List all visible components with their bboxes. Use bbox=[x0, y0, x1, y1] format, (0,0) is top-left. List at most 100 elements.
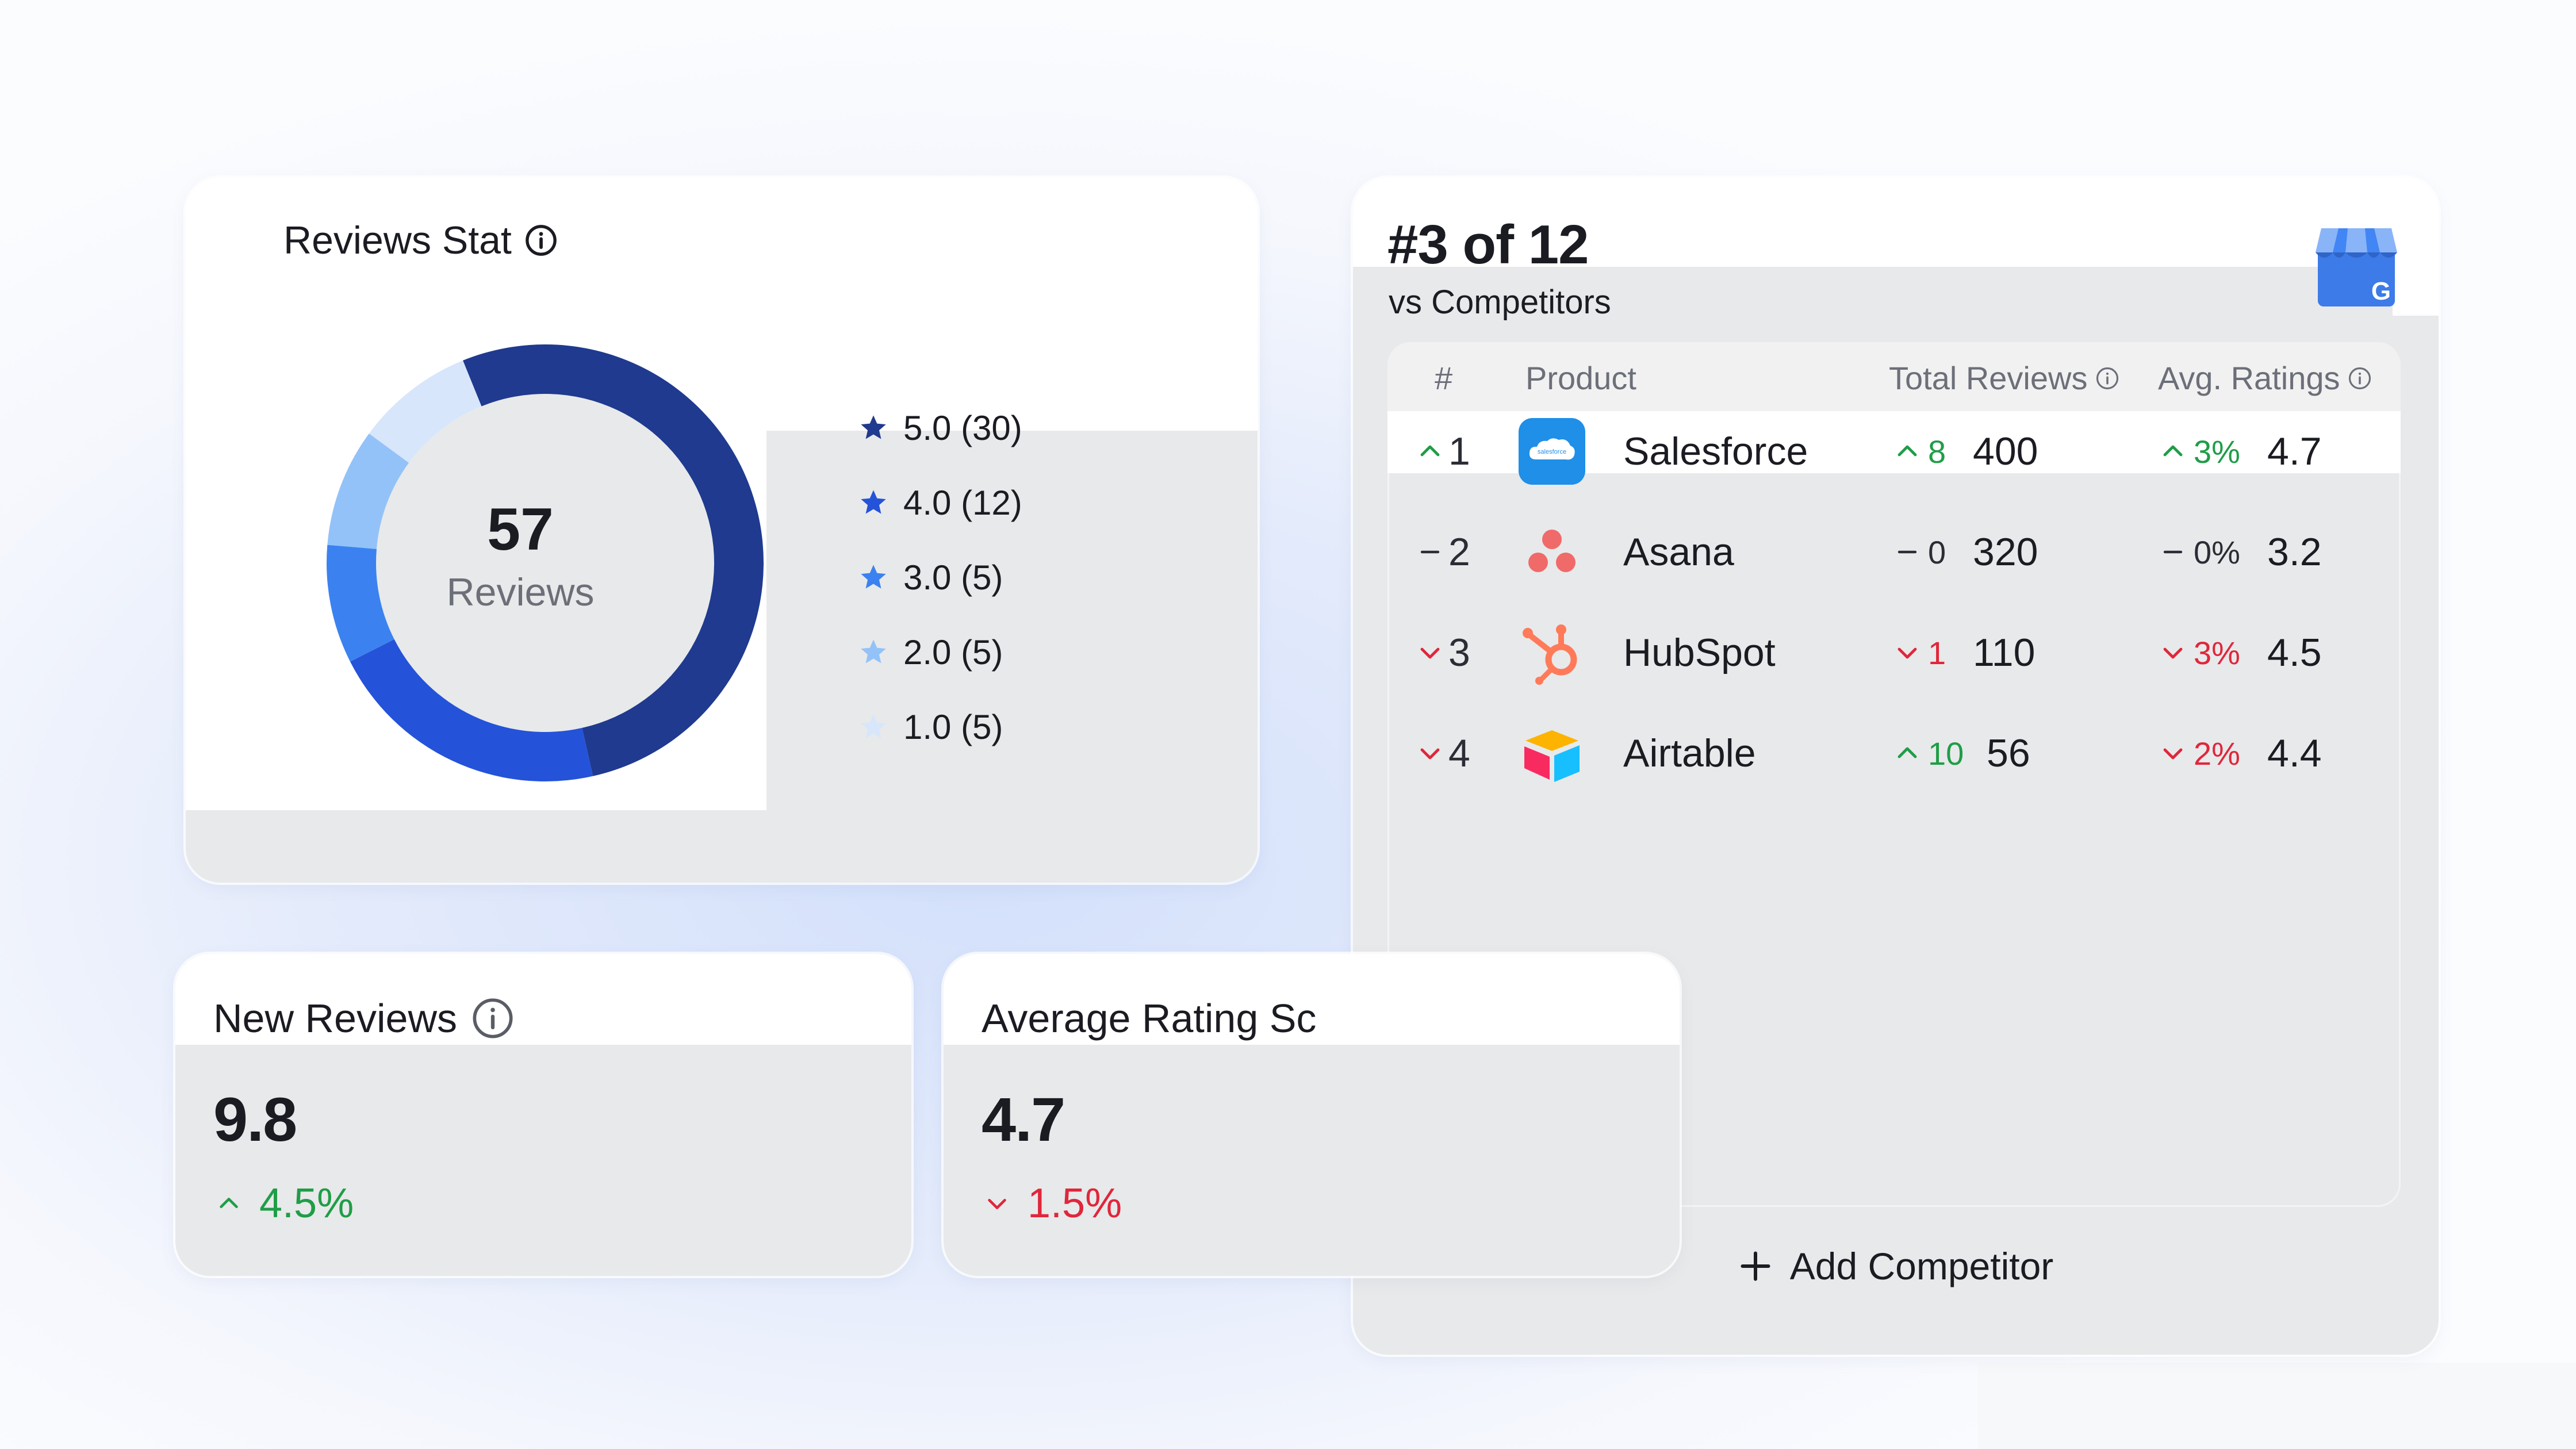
rating-change: 2% bbox=[2159, 719, 2240, 788]
rank-cell: 1 bbox=[1416, 417, 1470, 486]
chevron-down-icon bbox=[988, 1198, 1006, 1209]
chevron-down-icon bbox=[2163, 647, 2183, 659]
reviews-change: 10 bbox=[1893, 719, 1964, 788]
legend-item: 3.0 (5) bbox=[858, 540, 1022, 615]
donut-hole bbox=[376, 394, 714, 732]
add-competitor-label: Add Competitor bbox=[1789, 1245, 2054, 1287]
table-row[interactable]: 2 Asana 0 320 0% 3.2 bbox=[1387, 518, 2401, 586]
legend-label: 5.0 (30) bbox=[903, 408, 1022, 447]
new-reviews-value: 9.8 bbox=[213, 1084, 297, 1154]
col-index: # bbox=[1435, 360, 1453, 396]
chevron-up-icon bbox=[2163, 445, 2183, 457]
table-row[interactable]: 1 salesforce Salesforce 8 400 3% 4.7 bbox=[1387, 417, 2401, 486]
legend-label: 1.0 (5) bbox=[903, 707, 1003, 746]
dash-icon bbox=[1420, 550, 1440, 554]
total-reviews-value: 110 bbox=[1973, 631, 2035, 674]
rating-change: 3% bbox=[2159, 618, 2240, 687]
avg-rating-value: 3.2 bbox=[2267, 530, 2322, 574]
average-rating-change: 1.5% bbox=[984, 1180, 1122, 1227]
rank-cell: 3 bbox=[1416, 618, 1470, 687]
card-header-bg bbox=[175, 954, 911, 1045]
rank-subtitle: vs Competitors bbox=[1389, 283, 1611, 321]
col-avg-ratings-label: Avg. Ratings bbox=[2158, 360, 2340, 396]
card-header-bg-right bbox=[2393, 178, 2439, 316]
rating-change-value: 3% bbox=[2194, 433, 2240, 470]
reviews-change: 8 bbox=[1893, 417, 1946, 486]
col-total-reviews[interactable]: Total Reviews bbox=[1889, 359, 2119, 397]
salesforce-icon: salesforce bbox=[1519, 418, 1585, 485]
legend-label: 2.0 (5) bbox=[903, 632, 1003, 672]
chevron-down-icon bbox=[2163, 748, 2183, 760]
new-reviews-change: 4.5% bbox=[216, 1180, 354, 1227]
add-competitor-button[interactable]: Add Competitor bbox=[1353, 1244, 2439, 1288]
total-reviews-count: 57 bbox=[487, 496, 554, 563]
chevron-down-icon bbox=[1420, 647, 1440, 659]
airtable-icon bbox=[1524, 730, 1580, 782]
rating-change-value: 0% bbox=[2194, 534, 2240, 570]
info-icon[interactable] bbox=[524, 224, 558, 257]
new-reviews-title: New Reviews bbox=[213, 995, 515, 1041]
product-logo bbox=[1519, 719, 1585, 788]
rank-value: 3 bbox=[1448, 631, 1470, 674]
average-rating-change-value: 1.5% bbox=[1028, 1180, 1122, 1226]
total-reviews-label: Reviews bbox=[446, 570, 595, 614]
table-row[interactable]: 3 HubSpot 1 110 3% 4.5 bbox=[1387, 618, 2401, 687]
rating-change-value: 2% bbox=[2194, 735, 2240, 772]
col-avg-ratings[interactable]: Avg. Ratings bbox=[2158, 359, 2372, 397]
product-name[interactable]: Salesforce bbox=[1623, 430, 1808, 473]
reviews-change: 0 bbox=[1893, 518, 1946, 586]
rank-cell: 2 bbox=[1416, 518, 1470, 586]
rating-change: 3% bbox=[2159, 417, 2240, 486]
product-name[interactable]: Airtable bbox=[1623, 731, 1756, 775]
svg-text:G: G bbox=[2371, 277, 2391, 305]
rank-value: 2 bbox=[1448, 530, 1470, 574]
card-header-bg bbox=[1353, 178, 2439, 267]
plus-icon bbox=[1741, 1251, 1770, 1281]
info-icon[interactable] bbox=[2348, 366, 2372, 390]
total-reviews-value: 320 bbox=[1973, 530, 2038, 574]
product-name[interactable]: Asana bbox=[1623, 530, 1734, 574]
reviews-change-value: 1 bbox=[1928, 634, 1946, 671]
info-icon[interactable] bbox=[2095, 366, 2119, 390]
dash-icon bbox=[2163, 550, 2183, 554]
avg-rating-value: 4.4 bbox=[2267, 731, 2322, 775]
reviews-donut-chart bbox=[327, 344, 764, 781]
product-logo bbox=[1519, 618, 1585, 687]
donut-segment bbox=[369, 360, 482, 463]
table-header: # Product Total Reviews Avg. Ratings bbox=[1387, 342, 2401, 411]
info-icon[interactable] bbox=[471, 996, 515, 1040]
product-name[interactable]: HubSpot bbox=[1623, 631, 1776, 674]
avg-rating-value: 4.5 bbox=[2267, 631, 2322, 674]
reviews-change: 1 bbox=[1893, 618, 1946, 687]
col-total-reviews-label: Total Reviews bbox=[1889, 360, 2088, 396]
chevron-up-icon bbox=[1420, 445, 1440, 457]
chevron-up-icon bbox=[1897, 445, 1917, 457]
star-icon bbox=[861, 565, 886, 589]
legend-item: 4.0 (12) bbox=[858, 465, 1022, 540]
reviews-stat-title-text: Reviews Stat bbox=[283, 218, 512, 262]
card-header-bg bbox=[944, 954, 1680, 1045]
rating-legend: 5.0 (30) 4.0 (12) 3.0 (5) 2.0 (5) 1.0 (5) bbox=[858, 390, 1022, 764]
chevron-up-icon bbox=[1897, 747, 1917, 758]
star-icon bbox=[861, 714, 886, 738]
rank-value: 4 bbox=[1448, 731, 1470, 775]
legend-label: 4.0 (12) bbox=[903, 483, 1022, 522]
donut-center: 57 Reviews bbox=[359, 500, 681, 615]
star-icon bbox=[861, 415, 886, 439]
star-icon bbox=[861, 490, 886, 514]
legend-item: 5.0 (30) bbox=[858, 390, 1022, 465]
table-row[interactable]: 4 Airtable 10 56 2% 4.4 bbox=[1387, 719, 2401, 788]
col-product[interactable]: Product bbox=[1525, 360, 1636, 396]
legend-item: 1.0 (5) bbox=[858, 689, 1022, 764]
reviews-stat-card: Reviews Stat 57 Reviews 5.0 (30) 4.0 (12)… bbox=[186, 178, 1258, 883]
google-business-icon: G bbox=[2316, 228, 2397, 306]
salesforce-logo-text: salesforce bbox=[1538, 448, 1566, 455]
legend-label: 3.0 (5) bbox=[903, 558, 1003, 597]
donut-segment bbox=[350, 639, 593, 781]
star-icon bbox=[861, 639, 886, 664]
avg-rating-value: 4.7 bbox=[2267, 430, 2322, 473]
average-rating-title: Average Rating Sc bbox=[982, 996, 1317, 1041]
donut-segment bbox=[463, 344, 764, 776]
average-rating-value: 4.7 bbox=[982, 1084, 1065, 1154]
rating-change-value: 3% bbox=[2194, 634, 2240, 671]
